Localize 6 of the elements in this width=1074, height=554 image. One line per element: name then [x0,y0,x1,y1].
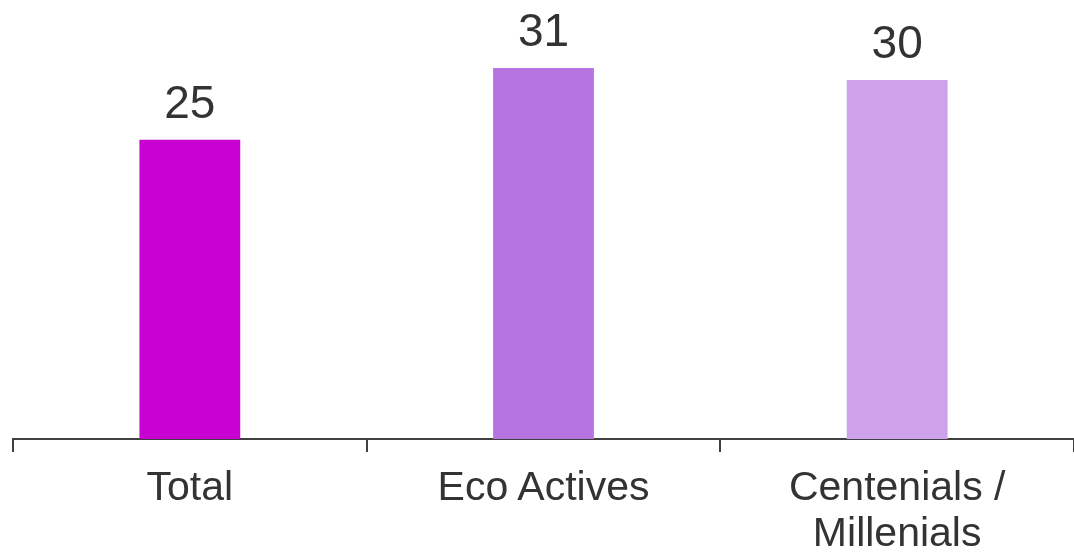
data-label: 31 [517,4,570,56]
x-tick-label: Total [146,463,234,510]
data-label: 30 [871,15,923,68]
x-tick-label: Eco Actives [437,463,650,510]
data-label: 25 [164,75,216,128]
x-tick-label: Centenials / Millenials [788,463,1007,554]
